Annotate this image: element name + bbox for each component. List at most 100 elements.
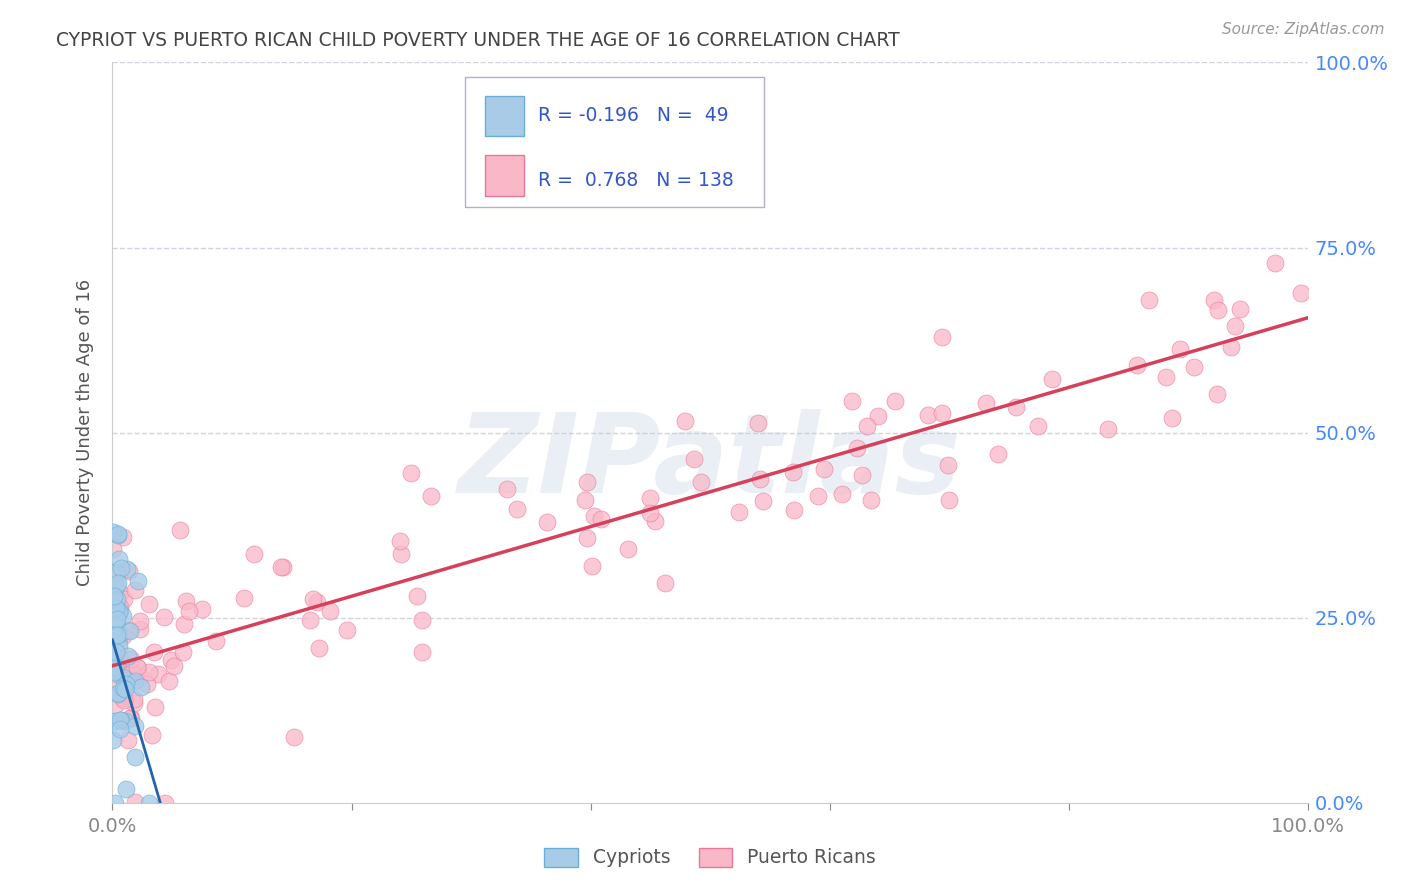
Point <box>399 466 422 480</box>
Point <box>136 677 159 691</box>
Point <box>122 696 145 710</box>
Point <box>1264 256 1286 270</box>
Point <box>103 664 125 678</box>
Point <box>104 660 127 674</box>
Point <box>114 660 136 674</box>
Point <box>576 531 599 545</box>
Point <box>917 409 939 423</box>
Point <box>115 562 138 576</box>
Point <box>1182 359 1205 374</box>
Point <box>1289 285 1312 300</box>
Point <box>138 796 160 810</box>
Point <box>308 641 330 656</box>
Point <box>581 559 603 574</box>
Point <box>1170 342 1192 356</box>
Point <box>103 581 125 595</box>
Point <box>117 648 139 663</box>
Point <box>107 685 129 699</box>
Point <box>617 542 640 557</box>
Point <box>673 414 696 428</box>
Point <box>496 482 519 496</box>
Point <box>110 658 132 673</box>
Point <box>283 730 305 744</box>
Point <box>411 645 433 659</box>
Point <box>1126 358 1149 372</box>
Text: CYPRIOT VS PUERTO RICAN CHILD POVERTY UNDER THE AGE OF 16 CORRELATION CHART: CYPRIOT VS PUERTO RICAN CHILD POVERTY UN… <box>56 31 900 50</box>
Point <box>143 700 166 714</box>
Point <box>129 669 152 683</box>
Point <box>120 711 142 725</box>
Point <box>118 624 141 638</box>
Point <box>160 652 183 666</box>
Point <box>851 468 873 483</box>
Point <box>103 574 125 589</box>
Point <box>107 605 129 619</box>
Point <box>120 711 142 725</box>
Point <box>114 671 136 685</box>
Point <box>103 542 125 557</box>
Point <box>141 728 163 742</box>
Point <box>115 677 138 691</box>
Point <box>644 514 666 528</box>
Point <box>103 524 125 539</box>
Point <box>120 652 142 666</box>
Point <box>319 604 342 618</box>
Point <box>574 493 596 508</box>
Point <box>105 619 128 633</box>
Point <box>112 629 135 643</box>
Point <box>748 473 770 487</box>
Point <box>117 564 139 578</box>
Point <box>841 394 863 409</box>
Point <box>118 666 141 681</box>
Point <box>138 665 160 679</box>
Point <box>104 698 127 712</box>
Point <box>157 673 180 688</box>
Point <box>936 458 959 473</box>
Point <box>638 491 661 506</box>
Text: ZIPatlas: ZIPatlas <box>458 409 962 516</box>
Point <box>191 602 214 616</box>
Point <box>146 666 169 681</box>
Point <box>104 645 127 659</box>
Point <box>1005 400 1028 414</box>
Point <box>108 604 131 618</box>
Point <box>107 627 129 641</box>
Point <box>307 595 329 609</box>
FancyBboxPatch shape <box>485 155 523 195</box>
Point <box>111 681 134 696</box>
Point <box>807 489 830 503</box>
Point <box>101 648 124 663</box>
Point <box>420 489 443 503</box>
Point <box>389 533 412 548</box>
Point <box>121 665 143 680</box>
Point <box>104 714 127 728</box>
Point <box>105 578 128 592</box>
Point <box>127 574 149 588</box>
Point <box>302 591 325 606</box>
Point <box>105 601 128 615</box>
Point <box>112 670 135 684</box>
Point <box>174 594 197 608</box>
Point <box>536 515 558 529</box>
Point <box>640 506 662 520</box>
Point <box>111 530 134 544</box>
Point <box>114 681 136 696</box>
Point <box>124 674 146 689</box>
Point <box>107 649 129 664</box>
Point <box>124 719 146 733</box>
Point <box>782 466 804 480</box>
Point <box>112 591 135 606</box>
Point <box>813 462 835 476</box>
Point <box>124 582 146 597</box>
Point <box>1225 319 1247 334</box>
Y-axis label: Child Poverty Under the Age of 16: Child Poverty Under the Age of 16 <box>76 279 94 586</box>
Point <box>115 673 138 687</box>
Point <box>110 714 132 728</box>
Point <box>173 617 195 632</box>
Point <box>110 599 132 614</box>
Point <box>138 597 160 611</box>
Point <box>114 714 136 728</box>
Point <box>582 508 605 523</box>
Point <box>411 613 433 627</box>
Point <box>112 692 135 706</box>
